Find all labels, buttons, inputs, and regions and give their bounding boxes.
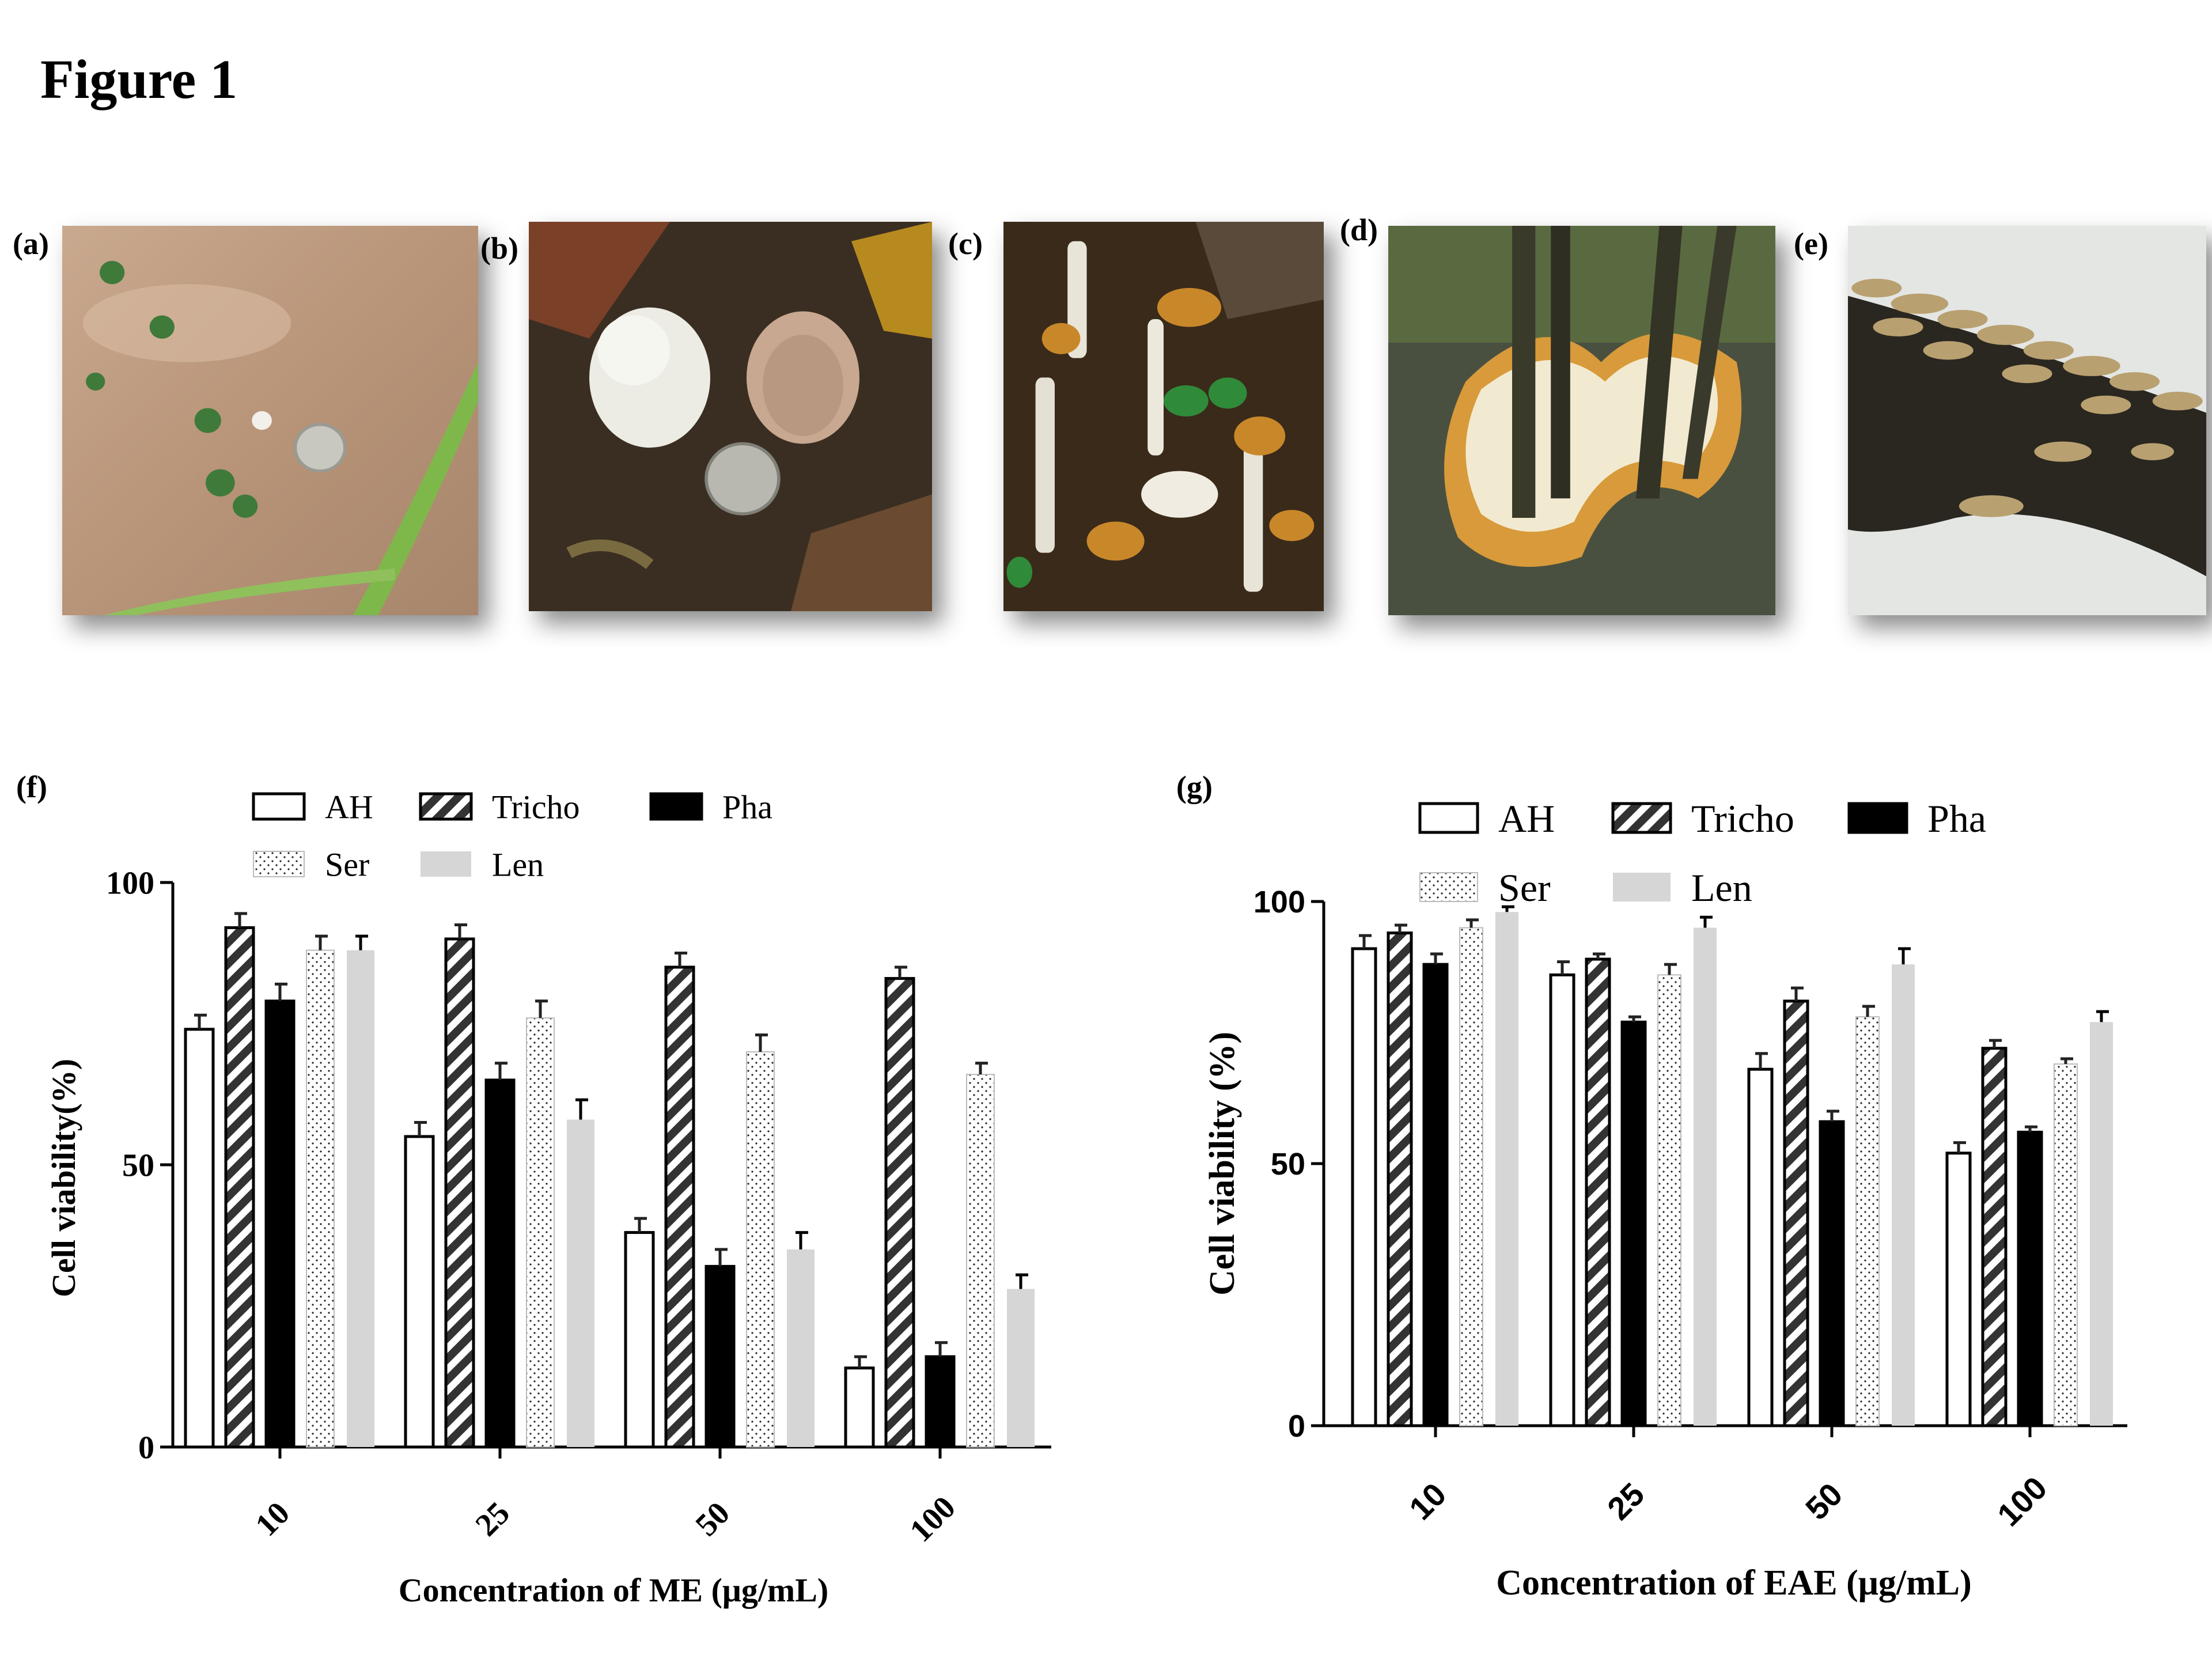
bar-ah-25: [1549, 973, 1575, 1427]
y-tick-label: 100: [106, 866, 154, 902]
legend-swatch-ah: [252, 792, 306, 821]
bar-len-100: [2090, 1022, 2113, 1426]
bar-pha-25: [484, 1078, 516, 1449]
bar-ser-25: [1657, 974, 1681, 1426]
legend-label-tricho: Tricho: [492, 788, 580, 825]
panel-label-b: (b): [480, 231, 518, 266]
bar-ah-50: [624, 1231, 655, 1449]
legend-swatch-ser: [1419, 872, 1478, 902]
bar-pha-100: [2017, 1130, 2043, 1427]
x-axis-label: Concentration of ME (μg/mL): [399, 1571, 829, 1609]
bar-len-10: [1495, 912, 1518, 1426]
x-tick-label-25: 25: [1600, 1476, 1652, 1527]
bar-tricho-100: [1981, 1047, 2008, 1427]
bar-tricho-25: [444, 937, 475, 1449]
chart-f: 0 50 100 10 25 50 100 Cell viability(%) Concentr…: [45, 788, 1051, 1609]
bar-ser-10: [306, 949, 335, 1448]
bar-ser-50: [1855, 1016, 1880, 1426]
bar-pha-50: [1819, 1120, 1845, 1427]
bar-len-50: [787, 1249, 815, 1447]
panel-label-a: (a): [13, 226, 49, 261]
panel-label-g: (g): [1176, 770, 1213, 804]
x-tick-label-50: 50: [1798, 1476, 1850, 1527]
bar-len-10: [347, 950, 374, 1447]
legend-label-ah: AH: [1498, 797, 1555, 840]
y-tick-label: 50: [1271, 1147, 1305, 1181]
bar-ah-100: [1945, 1152, 1972, 1427]
y-tick-label: 0: [1288, 1409, 1305, 1444]
legend-label-pha: Pha: [1927, 797, 1986, 840]
x-tick-label-25: 25: [469, 1495, 517, 1543]
legend-label-len: Len: [492, 846, 544, 883]
bar-tricho-50: [664, 965, 695, 1449]
bar-tricho-10: [1387, 931, 1413, 1427]
y-tick-label: 100: [1253, 885, 1305, 919]
x-tick-label-50: 50: [689, 1495, 737, 1543]
legend-label-ser: Ser: [1498, 866, 1551, 910]
y-tick-label: 50: [122, 1148, 154, 1184]
bar-ah-10: [1351, 947, 1377, 1427]
bar-ah-25: [404, 1135, 435, 1449]
bar-ah-50: [1747, 1067, 1774, 1427]
chart-g: 0 50 100 10 25 50 100 Cell viability (%) Concent…: [1203, 797, 2127, 1603]
bar-pha-50: [704, 1264, 736, 1449]
legend-swatch-tricho: [1611, 802, 1672, 834]
x-tick-label-10: 10: [249, 1495, 297, 1543]
bar-tricho-50: [1783, 999, 1809, 1427]
legend-swatch-len: [421, 851, 471, 877]
legend-label-ah: AH: [325, 788, 373, 825]
bar-ser-10: [1459, 927, 1483, 1426]
bar-len-50: [1892, 964, 1915, 1426]
x-axis-label: Concentration of EAE (μg/mL): [1496, 1563, 1972, 1603]
figure-title: Figure 1: [40, 48, 238, 110]
legend-swatch-pha: [649, 792, 703, 821]
x-tick-label-100: 100: [1990, 1469, 2054, 1533]
photo-e: [1848, 226, 2206, 615]
bar-ser-25: [526, 1017, 555, 1448]
y-axis-label: Cell viability (%): [1203, 1032, 1242, 1296]
legend-label-pha: Pha: [722, 788, 772, 825]
bar-tricho-100: [884, 977, 915, 1449]
legend-swatch-ah: [1418, 802, 1479, 834]
panel-label-e: (e): [1794, 226, 1828, 261]
panel-label-d: (d): [1340, 213, 1378, 247]
legend-swatch-ser: [253, 851, 305, 877]
x-tick-label-10: 10: [1402, 1476, 1453, 1527]
bar-len-25: [567, 1119, 594, 1447]
x-tick-label-100: 100: [903, 1490, 963, 1549]
panel-label-c: (c): [948, 226, 983, 261]
legend-label-tricho: Tricho: [1691, 797, 1794, 840]
legend-swatch-tricho: [419, 792, 473, 821]
legend-swatch-pha: [1847, 802, 1908, 834]
panel-label-f: (f): [16, 770, 47, 804]
y-tick-label: 0: [138, 1430, 154, 1466]
bar-pha-10: [264, 999, 296, 1449]
bar-ah-100: [844, 1366, 875, 1449]
photo-a: [62, 226, 478, 615]
bar-pha-10: [1422, 963, 1449, 1427]
bar-pha-25: [1620, 1020, 1647, 1427]
bar-pha-100: [925, 1355, 956, 1449]
photo-c: [1003, 222, 1324, 611]
legend-label-len: Len: [1691, 866, 1752, 910]
y-axis-label: Cell viability(%): [45, 1059, 82, 1297]
photo-b: [529, 222, 932, 611]
legend-label-ser: Ser: [325, 846, 369, 883]
bar-ser-100: [2054, 1063, 2078, 1426]
bar-tricho-25: [1585, 957, 1611, 1427]
bar-ah-10: [184, 1028, 215, 1449]
photo-d: [1388, 226, 1775, 615]
bar-tricho-10: [224, 926, 255, 1449]
legend-swatch-len: [1613, 873, 1671, 902]
bar-len-100: [1007, 1289, 1035, 1447]
bar-ser-100: [966, 1074, 995, 1448]
bar-ser-50: [746, 1051, 775, 1448]
bar-len-25: [1694, 927, 1717, 1426]
